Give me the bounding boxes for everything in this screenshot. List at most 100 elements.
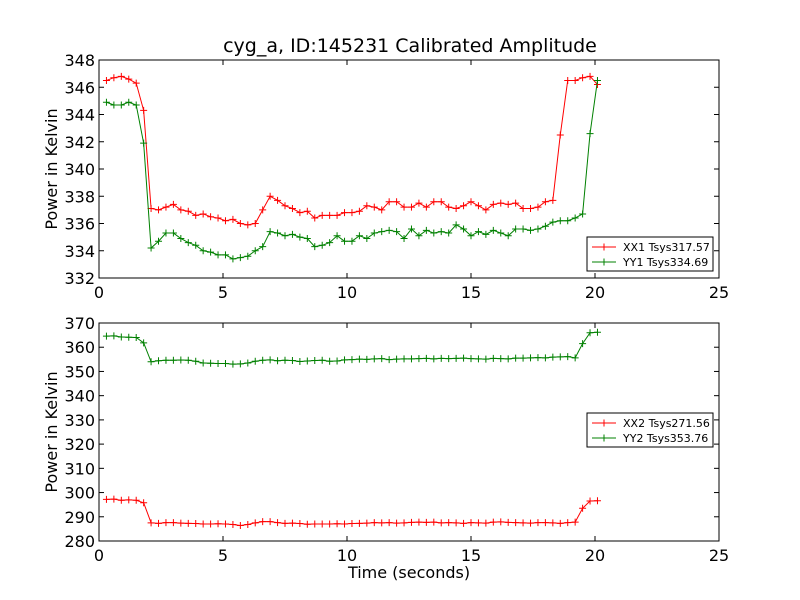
data-point [504,518,512,526]
data-point [102,495,110,503]
y-tick-label: 330 [64,411,95,430]
data-point [355,207,363,215]
data-point [229,255,237,263]
data-point [333,232,341,240]
data-point [527,354,535,362]
y-tick-label: 290 [64,508,95,527]
data-point [474,202,482,210]
data-point [519,354,527,362]
data-point [229,360,237,368]
data-point [355,519,363,527]
data-point [147,358,155,366]
data-point [311,357,319,365]
data-point [110,101,118,109]
data-point [348,356,356,364]
x-tick-label: 15 [461,283,481,302]
data-point [236,360,244,368]
data-point [460,225,468,233]
data-point [393,355,401,363]
data-point [504,355,512,363]
data-point [437,198,445,206]
data-point [281,356,289,364]
data-point [430,198,438,206]
data-point [110,332,118,340]
data-point [512,354,520,362]
data-point [125,496,133,504]
data-point [348,209,356,217]
data-point [534,519,542,527]
data-point [296,358,304,366]
y-tick-label: 338 [64,187,95,206]
data-point [169,356,177,364]
data-point [303,357,311,365]
y-tick-label: 360 [64,338,95,357]
data-point [318,211,326,219]
data-point [393,519,401,527]
y-tick-label: 340 [64,160,95,179]
data-point [363,234,371,242]
data-point [341,209,349,217]
data-point [348,237,356,245]
data-point [177,356,185,364]
data-point [497,355,505,363]
x-tick-label: 5 [218,283,228,302]
data-point [177,519,185,527]
data-point [422,203,430,211]
data-point [363,355,371,363]
data-point [586,130,594,138]
data-point [251,519,259,527]
data-point [564,217,572,225]
legend-label: YY1 Tsys334.69 [622,256,708,269]
panel-2: 0 5 10 15 20 25 280 290 300 310 320 330 340 350 360 370… [42,314,729,582]
data-point [482,230,490,238]
data-point [274,196,282,204]
data-point [125,98,133,106]
x-tick-label: 0 [94,546,104,565]
data-point [430,518,438,526]
y-tick-label: 346 [64,78,95,97]
data-point [430,355,438,363]
data-point [445,519,453,527]
data-point [400,203,408,211]
data-point [549,196,557,204]
data-point [259,518,267,526]
data-point [370,519,378,527]
data-point [385,198,393,206]
data-point [162,229,170,237]
data-point [221,251,229,259]
data-point [579,340,587,348]
data-point [110,495,118,503]
data-point [422,518,430,526]
legend-marker [600,434,608,442]
data-point [221,359,229,367]
data-point [318,356,326,364]
data-point [229,521,237,529]
data-point [155,206,163,214]
x-tick-label: 25 [709,283,729,302]
data-point [288,205,296,213]
data-point [259,356,267,364]
data-point [251,247,259,255]
data-point [251,357,259,365]
data-point [303,234,311,242]
data-point [378,228,386,236]
data-point [341,237,349,245]
data-point [586,329,594,337]
data-point [400,234,408,242]
data-point [452,205,460,213]
y-tick-label: 340 [64,387,95,406]
data-point [378,519,386,527]
data-point [571,214,579,222]
data-point [274,519,282,527]
data-point [110,74,118,82]
data-point [318,520,326,528]
data-point [162,519,170,527]
data-point [155,237,163,245]
data-point [192,211,200,219]
data-point [207,248,215,256]
data-point [370,203,378,211]
data-point [184,239,192,247]
data-point [318,241,326,249]
data-point [400,519,408,527]
data-point [415,518,423,526]
